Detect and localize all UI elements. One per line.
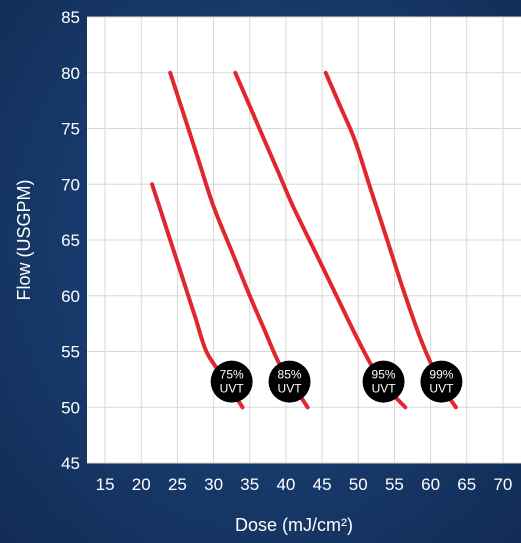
badge-label: 75% <box>220 368 244 382</box>
badge-label: 95% <box>372 368 396 382</box>
y-tick-label: 85 <box>61 8 80 27</box>
y-tick-label: 45 <box>61 454 80 473</box>
uvt-badge: 99%UVT <box>420 360 463 403</box>
y-tick-label: 80 <box>61 64 80 83</box>
x-tick-label: 15 <box>96 475 115 494</box>
y-tick-label: 75 <box>61 120 80 139</box>
uvt-badge: 85%UVT <box>268 360 311 403</box>
y-tick-label: 65 <box>61 231 80 250</box>
y-tick-label: 55 <box>61 343 80 362</box>
x-tick-label: 55 <box>385 475 404 494</box>
x-tick-label: 45 <box>313 475 332 494</box>
x-tick-label: 70 <box>493 475 512 494</box>
x-tick-label: 25 <box>168 475 187 494</box>
badge-label: UVT <box>220 382 245 396</box>
uvt-badge: 75%UVT <box>210 360 253 403</box>
badge-label: 99% <box>429 368 453 382</box>
x-tick-label: 60 <box>421 475 440 494</box>
x-tick-label: 40 <box>276 475 295 494</box>
badge-circle <box>362 360 405 403</box>
y-axis-title: Flow (USGPM) <box>14 180 34 301</box>
badge-label: UVT <box>278 382 303 396</box>
y-tick-label: 50 <box>61 398 80 417</box>
uvt-badge: 95%UVT <box>362 360 405 403</box>
badge-circle <box>210 360 253 403</box>
badge-circle <box>268 360 311 403</box>
x-tick-label: 20 <box>132 475 151 494</box>
badge-circle <box>420 360 463 403</box>
y-tick-label: 70 <box>61 175 80 194</box>
y-tick-label: 60 <box>61 287 80 306</box>
x-tick-labels: 15 20 25 30 35 40 45 50 55 60 65 70 <box>96 475 513 494</box>
badge-label: UVT <box>429 382 454 396</box>
x-tick-label: 50 <box>349 475 368 494</box>
x-tick-label: 35 <box>240 475 259 494</box>
badge-label: 85% <box>278 368 302 382</box>
y-tick-labels: 45 50 55 60 65 70 75 80 85 <box>61 8 80 473</box>
series-line-3 <box>233 70 408 410</box>
x-tick-label: 30 <box>204 475 223 494</box>
x-tick-label: 65 <box>457 475 476 494</box>
badge-label: UVT <box>372 382 397 396</box>
x-axis-title: Dose (mJ/cm²) <box>235 515 353 535</box>
